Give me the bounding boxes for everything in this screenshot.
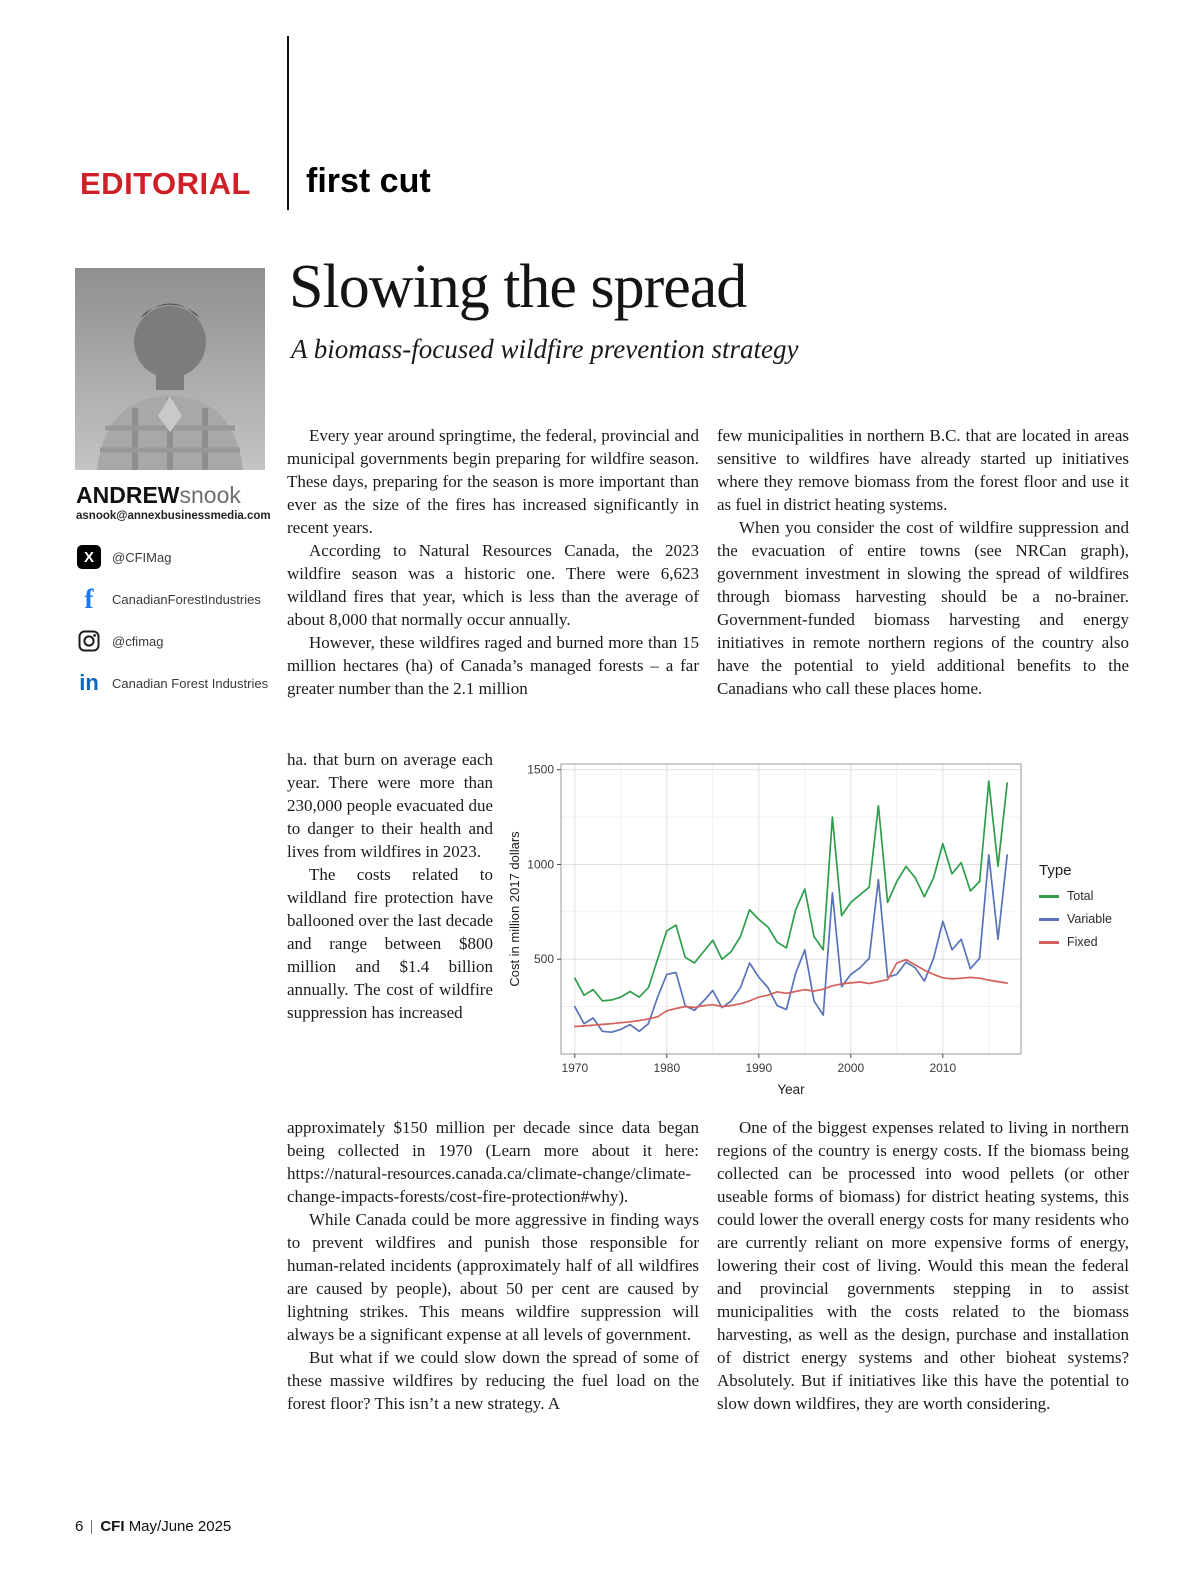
facebook-icon: f	[84, 584, 94, 614]
legend-swatch-fixed	[1039, 940, 1059, 944]
social-row-x: X @CFIMag	[76, 536, 286, 578]
paragraph: However, these wildfires raged and burne…	[287, 633, 699, 698]
svg-text:500: 500	[534, 952, 554, 966]
linkedin-icon: in	[79, 670, 99, 695]
x-handle: @CFIMag	[112, 549, 172, 565]
svg-text:Year: Year	[777, 1082, 805, 1097]
left-column-bottom: approximately $150 million per decade si…	[287, 1116, 699, 1415]
author-social-links: X @CFIMag f CanadianForestIndustries @cf…	[76, 536, 286, 704]
legend-swatch-total	[1039, 894, 1059, 898]
paragraph: When you consider the cost of wildfire s…	[717, 518, 1129, 698]
right-column-bottom: One of the biggest expenses related to l…	[717, 1116, 1129, 1415]
article-subtitle: A biomass-focused wildfire prevention st…	[291, 334, 799, 364]
right-column-top: few municipalities in northern B.C. that…	[717, 424, 1129, 700]
column-name: first cut	[306, 162, 431, 200]
left-column-beside-chart: ha. that burn on average each year. Ther…	[287, 748, 493, 1024]
article-title: Slowing the spread	[289, 253, 747, 321]
social-row-facebook: f CanadianForestIndustries	[76, 578, 286, 620]
author-name: ANDREWsnook	[76, 482, 241, 509]
footer-divider	[91, 1519, 93, 1534]
svg-text:1980: 1980	[653, 1061, 680, 1075]
paragraph: Every year around springtime, the federa…	[287, 426, 699, 537]
issue-date: May/June 2025	[128, 1518, 232, 1535]
author-first-name: ANDREW	[76, 482, 180, 508]
legend-item-total: Total	[1039, 889, 1112, 903]
x-twitter-icon: X	[76, 544, 102, 570]
instagram-icon	[76, 628, 102, 654]
paragraph-with-url: approximately $150 million per decade si…	[287, 1118, 699, 1206]
paragraph: few municipalities in northern B.C. that…	[717, 426, 1129, 514]
paragraph: According to Natural Resources Canada, t…	[287, 541, 699, 629]
svg-text:1500: 1500	[527, 763, 554, 777]
paragraph: But what if we could slow down the sprea…	[287, 1348, 699, 1413]
legend-title: Type	[1039, 862, 1072, 879]
left-column-top: Every year around springtime, the federa…	[287, 424, 699, 700]
legend-item-fixed: Fixed	[1039, 935, 1112, 949]
portrait-photo-placeholder	[75, 268, 265, 470]
nrcan-cost-chart: 1970 1980 1990 2000 2010 500 1000 1500 Year Cost …	[505, 752, 1127, 1104]
page-number: 6	[75, 1518, 84, 1535]
svg-text:2000: 2000	[837, 1061, 864, 1075]
author-email: asnook@annexbusinessmedia.com	[76, 510, 271, 522]
header-divider	[287, 36, 289, 210]
legend-label-fixed: Fixed	[1067, 935, 1098, 949]
legend-swatch-variable	[1039, 917, 1059, 921]
social-row-linkedin: in Canadian Forest Industries	[76, 662, 286, 704]
page-footer: 6 CFI May/June 2025	[75, 1518, 231, 1535]
social-row-instagram: @cfimag	[76, 620, 286, 662]
legend-label-variable: Variable	[1067, 912, 1112, 926]
paragraph: The costs related to wildland fire prote…	[287, 865, 493, 1022]
magazine-name: CFI	[100, 1518, 125, 1535]
chart-legend: Type Total Variable Fixed	[1039, 862, 1112, 958]
instagram-handle: @cfimag	[112, 633, 164, 649]
svg-text:1000: 1000	[527, 857, 554, 871]
paragraph: While Canada could be more aggressive in…	[287, 1210, 699, 1344]
paragraph: One of the biggest expenses related to l…	[717, 1118, 1129, 1413]
line-chart: 1970 1980 1990 2000 2010 500 1000 1500 Year Cost …	[507, 763, 1022, 1097]
svg-text:Cost in million 2017 dollars: Cost in million 2017 dollars	[507, 831, 522, 987]
svg-text:1990: 1990	[745, 1061, 772, 1075]
linkedin-handle: Canadian Forest Industries	[112, 675, 269, 691]
section-label: EDITORIAL	[80, 166, 251, 201]
paragraph: ha. that burn on average each year. Ther…	[287, 750, 493, 861]
legend-item-variable: Variable	[1039, 912, 1112, 926]
svg-text:1970: 1970	[561, 1061, 588, 1075]
svg-text:2010: 2010	[929, 1061, 956, 1075]
legend-label-total: Total	[1067, 889, 1094, 903]
author-last-name: snook	[179, 482, 241, 508]
author-photo	[75, 268, 265, 470]
facebook-handle: CanadianForestIndustries	[112, 591, 261, 607]
